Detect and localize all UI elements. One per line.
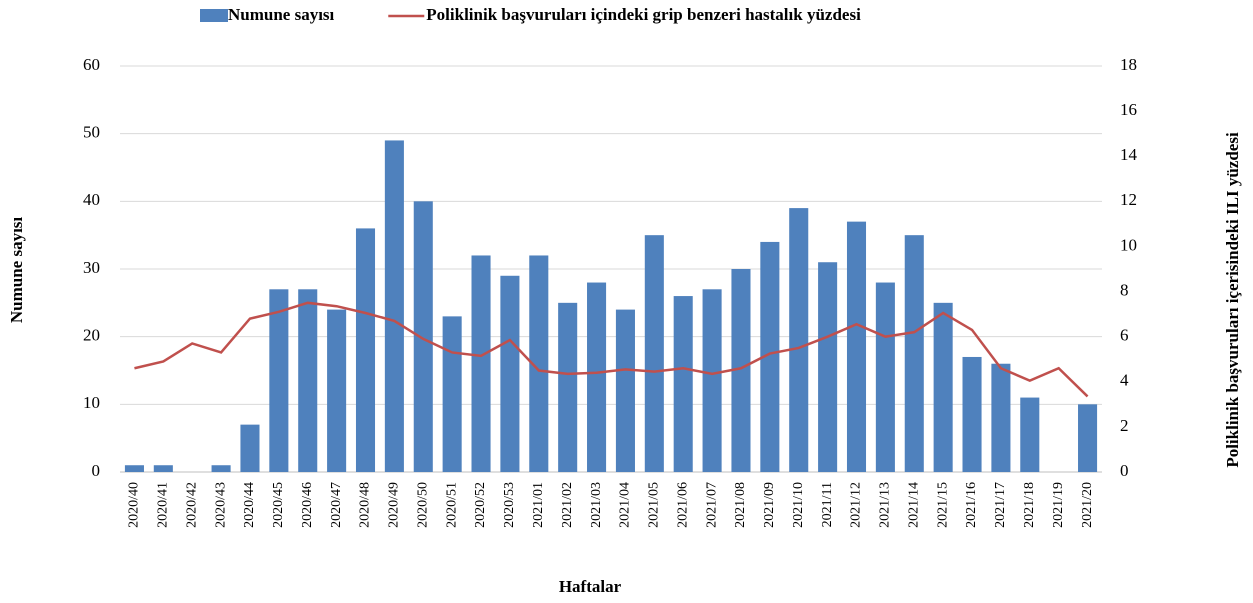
bar: [760, 241, 780, 472]
x-tick-label: 2021/01: [531, 482, 546, 528]
y2-tick-label: 8: [1120, 280, 1129, 299]
y2-tick-label: 16: [1120, 100, 1137, 119]
bar: [1020, 397, 1040, 472]
bar: [529, 255, 549, 472]
bar: [124, 465, 144, 472]
x-tick-label: 2021/17: [993, 482, 1008, 528]
x-tick-label: 2020/49: [387, 482, 402, 528]
x-tick-label: 2021/10: [791, 482, 806, 528]
bar: [355, 228, 376, 472]
bar: [904, 235, 924, 472]
x-tick-label: 2021/07: [704, 482, 719, 528]
legend-label: Numune sayısı: [228, 5, 335, 24]
bar: [991, 363, 1011, 472]
y-tick-label: 0: [92, 461, 101, 480]
x-tick-label: 2020/51: [444, 482, 459, 528]
x-tick-label: 2020/42: [184, 482, 199, 528]
y-axis-title: Numune sayısı: [7, 217, 26, 324]
bar: [846, 221, 867, 472]
x-tick-label: 2021/13: [878, 482, 893, 528]
bar: [644, 235, 664, 472]
bar: [442, 316, 462, 472]
bar: [731, 269, 751, 472]
x-tick-label: 2020/40: [127, 482, 142, 528]
line: [134, 301, 1089, 398]
x-tick-label: 2020/41: [156, 482, 171, 528]
y2-tick-label: 4: [1120, 371, 1129, 390]
x-tick-label: 2021/04: [618, 482, 633, 528]
y2-tick-label: 10: [1120, 235, 1137, 254]
y-tick-label: 10: [83, 393, 100, 412]
x-tick-label: 2021/18: [1022, 482, 1037, 528]
y-tick-label: 20: [83, 326, 100, 345]
y2-axis-title: Poliklinik başvuruları içerisindeki ILI …: [1223, 132, 1242, 468]
bar: [471, 255, 491, 472]
x-tick-label: 2020/43: [213, 482, 228, 528]
x-tick-label: 2020/45: [271, 482, 286, 528]
bar: [211, 465, 231, 472]
legend-label: Poliklinik başvuruları içindeki grip ben…: [426, 5, 861, 24]
bar: [962, 356, 982, 472]
y2-tick-label: 18: [1120, 55, 1137, 74]
x-tick-label: 2021/02: [560, 482, 575, 528]
x-tick-label: 2021/12: [849, 482, 864, 528]
bar: [384, 140, 404, 472]
x-tick-label: 2021/06: [675, 482, 690, 528]
x-tick-label: 2021/05: [647, 482, 662, 528]
bar: [789, 208, 809, 472]
y-tick-label: 60: [83, 55, 100, 74]
x-tick-label: 2020/47: [329, 482, 344, 528]
y2-tick-label: 6: [1120, 326, 1129, 345]
x-tick-label: 2021/15: [935, 482, 950, 528]
y2-tick-label: 12: [1120, 190, 1137, 209]
x-tick-label: 2021/19: [1051, 482, 1066, 528]
bar: [587, 282, 607, 472]
x-tick-label: 2020/48: [358, 482, 373, 528]
x-tick-label: 2020/50: [415, 482, 430, 528]
x-tick-label: 2021/14: [906, 482, 921, 528]
bar: [933, 302, 953, 472]
y2-tick-label: 0: [1120, 461, 1129, 480]
bar: [615, 309, 635, 472]
bar: [558, 302, 578, 472]
bar: [240, 424, 260, 472]
bar: [413, 201, 433, 473]
x-tick-label: 2021/11: [820, 482, 835, 527]
bar: [327, 309, 347, 472]
x-tick-label: 2021/16: [964, 482, 979, 528]
y-tick-label: 50: [83, 123, 100, 142]
x-tick-label: 2020/52: [473, 482, 488, 528]
x-tick-label: 2020/44: [242, 482, 257, 528]
y2-tick-label: 2: [1120, 416, 1129, 435]
bar: [818, 262, 838, 472]
x-tick-label: 2021/09: [762, 482, 777, 528]
x-tick-label: 2020/53: [502, 482, 517, 528]
bar: [500, 275, 520, 472]
bar: [298, 289, 318, 472]
y2-tick-label: 14: [1120, 145, 1138, 164]
y-tick-label: 40: [83, 190, 100, 209]
x-tick-label: 2021/08: [733, 482, 748, 528]
bar: [269, 289, 289, 472]
bar: [673, 296, 693, 472]
x-tick-label: 2021/03: [589, 482, 604, 528]
y-tick-label: 30: [83, 258, 100, 277]
x-axis-title: Haftalar: [559, 577, 622, 596]
x-tick-label: 2021/20: [1080, 482, 1095, 528]
x-tick-label: 2020/46: [300, 482, 315, 528]
bar: [702, 289, 722, 472]
bar: [1078, 404, 1098, 472]
bar: [153, 465, 173, 472]
bar: [875, 282, 895, 472]
legend-swatch: [200, 9, 228, 22]
